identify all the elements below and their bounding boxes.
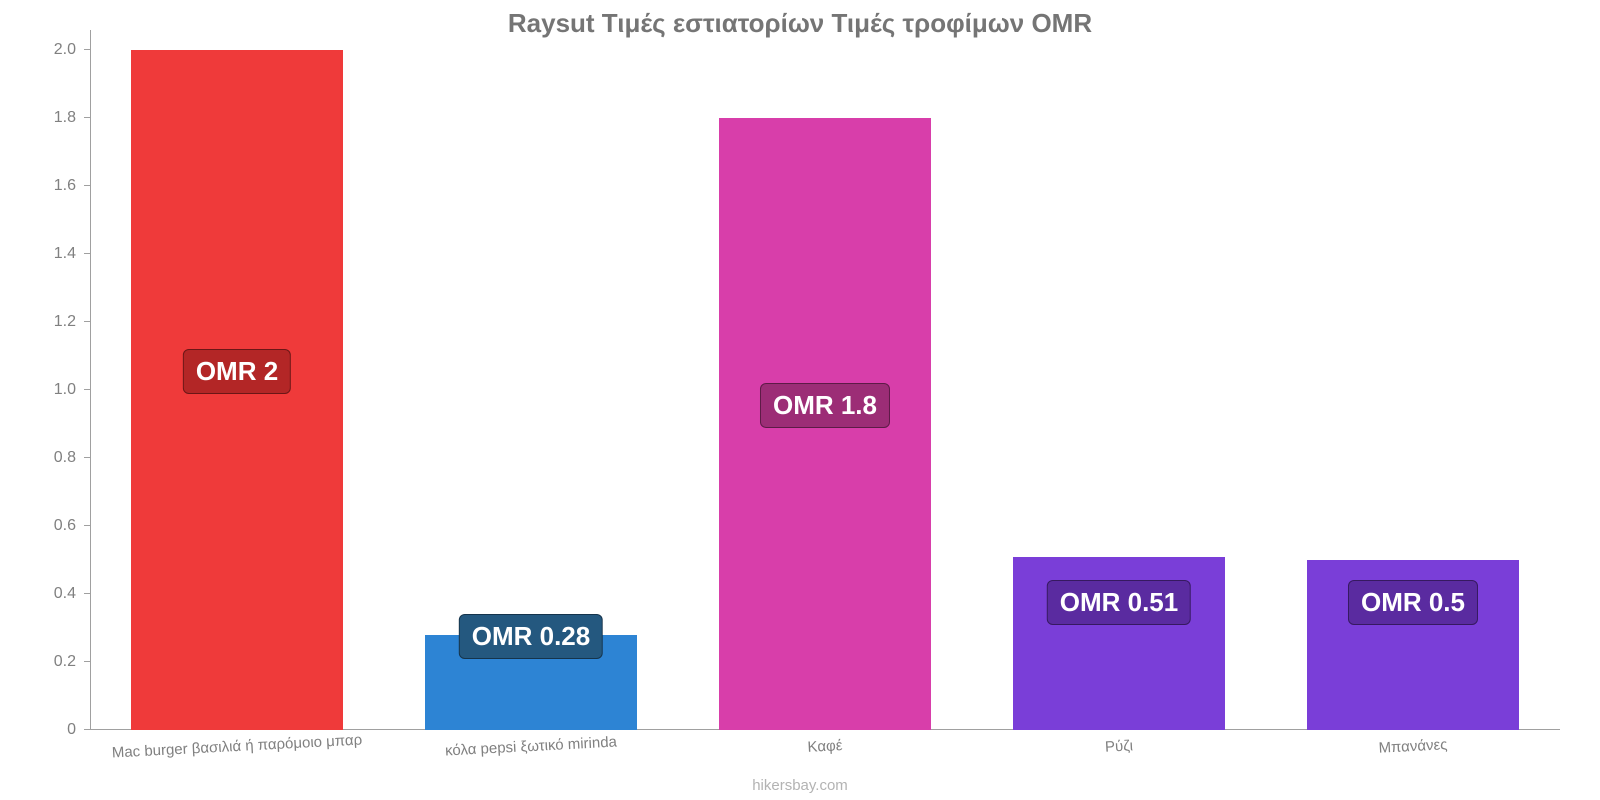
chart-title: Raysut Τιμές εστιατορίων Τιμές τροφίμων … xyxy=(0,0,1600,39)
y-tick-mark xyxy=(84,49,90,50)
bar: OMR 1.8 xyxy=(719,118,931,730)
x-tick-label: κόλα pepsi ξωτικό mirinda xyxy=(445,734,618,760)
value-badge: OMR 0.51 xyxy=(1047,580,1192,625)
x-tick-label: Μπανάνες xyxy=(1378,736,1448,757)
source-label: hikersbay.com xyxy=(0,777,1600,794)
y-tick-label: 1.6 xyxy=(54,177,90,195)
y-tick-label: 1.8 xyxy=(54,109,90,127)
value-badge: OMR 2 xyxy=(183,349,291,394)
y-tick-mark xyxy=(84,117,90,118)
bar: OMR 0.28 xyxy=(425,635,637,730)
y-tick-label: 2.0 xyxy=(54,41,90,59)
y-tick-label: 0.4 xyxy=(54,585,90,603)
x-labels-group: Mac burger βασιλιά ή παρόμοιο μπαρ κόλα p… xyxy=(90,732,1560,772)
y-tick-mark xyxy=(84,389,90,390)
value-badge: OMR 0.5 xyxy=(1348,580,1478,625)
x-tick-label: Ρύζι xyxy=(1105,737,1134,755)
chart-container: Raysut Τιμές εστιατορίων Τιμές τροφίμων … xyxy=(0,0,1600,800)
x-tick-label: Mac burger βασιλιά ή παρόμοιο μπαρ xyxy=(111,731,362,761)
plot-area: OMR 2OMR 0.28OMR 1.8OMR 0.51OMR 0.5 00.2… xyxy=(90,50,1560,730)
y-tick-label: 1.2 xyxy=(54,313,90,331)
y-tick-mark xyxy=(84,253,90,254)
y-tick-mark xyxy=(84,729,90,730)
bar: OMR 0.5 xyxy=(1307,560,1519,730)
y-tick-mark xyxy=(84,321,90,322)
bar: OMR 0.51 xyxy=(1013,557,1225,730)
y-tick-label: 0.8 xyxy=(54,449,90,467)
y-tick-label: 0.2 xyxy=(54,653,90,671)
y-tick-mark xyxy=(84,661,90,662)
bar: OMR 2 xyxy=(131,50,343,730)
value-badge: OMR 0.28 xyxy=(459,614,604,659)
y-tick-label: 1.4 xyxy=(54,245,90,263)
y-tick-mark xyxy=(84,525,90,526)
y-tick-mark xyxy=(84,457,90,458)
y-tick-label: 0 xyxy=(67,721,90,739)
y-tick-mark xyxy=(84,185,90,186)
bars-group: OMR 2 OMR 0.28 OMR 1.8 OMR 0.51 OMR 0.5 xyxy=(90,50,1560,730)
y-tick-mark xyxy=(84,593,90,594)
value-badge: OMR 1.8 xyxy=(760,383,890,428)
y-tick-label: 1.0 xyxy=(54,381,90,399)
y-tick-label: 0.6 xyxy=(54,517,90,535)
x-tick-label: Καφέ xyxy=(807,737,843,756)
